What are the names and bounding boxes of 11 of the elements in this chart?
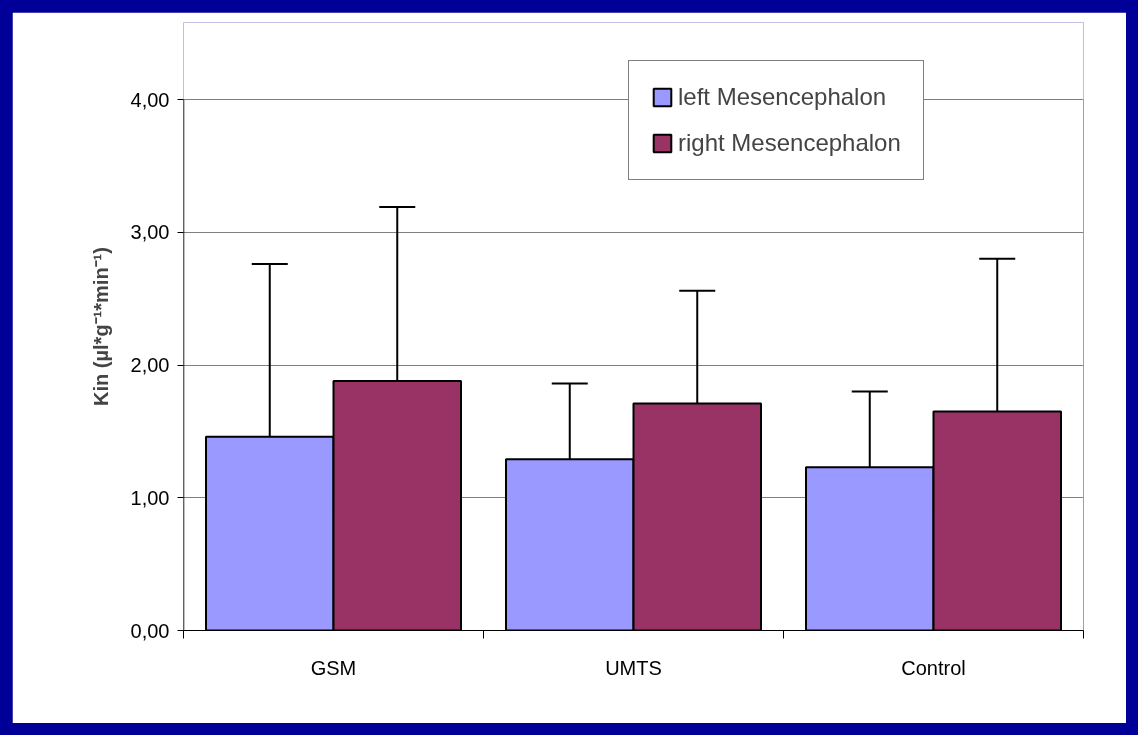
y-tick-label: 1,00 [130, 486, 170, 509]
x-tick-label: UMTS [605, 656, 662, 679]
y-tick-label: 0,00 [130, 619, 170, 642]
y-tick-label: 2,00 [130, 354, 170, 376]
legend-label: left Mesencephalon [678, 83, 887, 111]
y-axis-title: Kin (µl*g⁻¹*min⁻¹) [89, 247, 112, 406]
x-tick-label: GSM [310, 656, 357, 679]
legend-label: right Mesencephalon [678, 129, 901, 157]
y-tick-label: 3,00 [130, 221, 170, 244]
y-tick-label: 4,00 [130, 88, 170, 111]
x-tick-label: Control [901, 656, 966, 679]
